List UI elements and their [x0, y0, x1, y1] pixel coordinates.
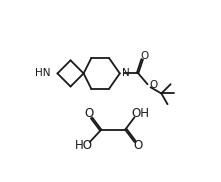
- Text: O: O: [134, 139, 143, 152]
- Text: O: O: [150, 80, 158, 90]
- Text: O: O: [84, 107, 94, 120]
- Text: OH: OH: [131, 107, 150, 120]
- Text: O: O: [140, 51, 149, 61]
- Text: HN: HN: [35, 68, 51, 78]
- Text: HO: HO: [75, 139, 93, 152]
- Text: N: N: [122, 68, 130, 78]
